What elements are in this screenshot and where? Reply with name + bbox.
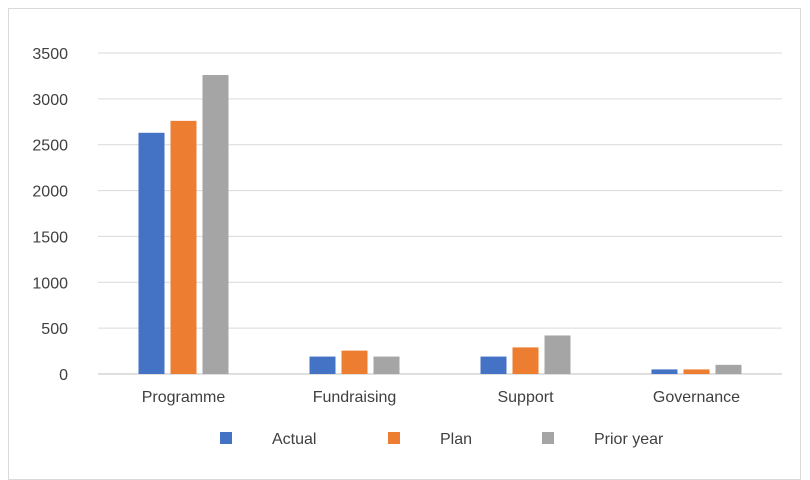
bar-actual (480, 356, 507, 374)
x-tick-label: Fundraising (313, 389, 397, 406)
legend-label: Plan (440, 431, 472, 448)
bar-prior-year (202, 75, 229, 375)
bar-plan (170, 120, 197, 375)
bar-prior-year (544, 335, 571, 374)
y-tick-label: 3500 (32, 46, 68, 63)
y-tick-label: 0 (59, 367, 68, 384)
y-tick-label: 2500 (32, 138, 68, 155)
bar-actual (309, 356, 336, 374)
x-tick-label: Governance (653, 389, 740, 406)
bar-prior-year (373, 356, 400, 374)
legend-swatch (542, 432, 554, 444)
bar-plan (512, 347, 539, 374)
y-tick-label: 1500 (32, 229, 68, 246)
y-tick-label: 3000 (32, 92, 68, 109)
legend-label: Prior year (594, 431, 664, 448)
bar-plan (683, 369, 710, 374)
legend-swatch (220, 432, 232, 444)
y-tick-label: 500 (41, 321, 68, 338)
y-tick-label: 2000 (32, 184, 68, 201)
bar-actual (138, 132, 165, 374)
legend-swatch (388, 432, 400, 444)
x-tick-label: Support (497, 389, 554, 406)
bar-prior-year (715, 364, 742, 374)
x-tick-label: Programme (142, 389, 226, 406)
y-tick-label: 1000 (32, 275, 68, 292)
legend-label: Actual (272, 431, 316, 448)
bar-actual (651, 369, 678, 374)
bar-plan (341, 350, 368, 374)
